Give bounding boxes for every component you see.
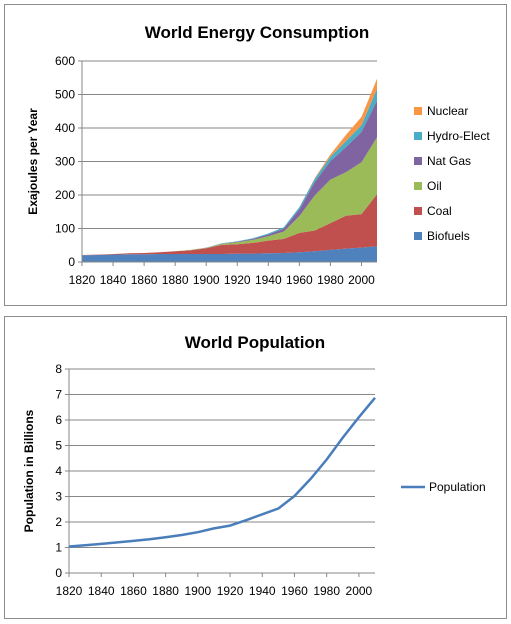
x-tick-label: 1820	[69, 273, 96, 287]
x-tick-label: 1900	[193, 273, 220, 287]
legend-label: Oil	[427, 179, 442, 193]
y-axis-label: Exajoules per Year	[26, 108, 40, 215]
y-tick-label: 400	[55, 121, 75, 135]
area-oil	[82, 137, 377, 255]
x-tick-label: 1960	[281, 584, 308, 598]
y-tick-label: 600	[55, 54, 75, 68]
legend-swatch	[414, 107, 422, 115]
x-tick-label: 1980	[317, 273, 344, 287]
population-chart: World Population Population in Billions 0 1…	[22, 333, 486, 598]
x-tick-label: 1880	[152, 584, 179, 598]
legend-label: Biofuels	[427, 229, 470, 243]
y-tick-label: 100	[55, 222, 75, 236]
y-tick-label: 0	[68, 255, 75, 269]
y-tick-label: 6	[55, 413, 62, 427]
x-tick-label: 1960	[286, 273, 313, 287]
energy-chart: World Energy Consumption Exajoules per Ye…	[26, 23, 490, 287]
energy-chart-panel: World Energy Consumption Exajoules per Ye…	[4, 4, 507, 306]
x-tick-label: 1840	[88, 584, 115, 598]
legend-label: Nat Gas	[427, 154, 471, 168]
legend-label: Nuclear	[427, 104, 468, 118]
x-tick-label: 1920	[217, 584, 244, 598]
chart-title: World Energy Consumption	[145, 23, 369, 42]
legend-swatch	[414, 157, 422, 165]
population-chart-panel: World Population Population in Billions 0 1…	[4, 316, 507, 619]
x-tick-label: 1980	[313, 584, 340, 598]
y-tick-label: 8	[55, 362, 62, 376]
legend-swatch	[414, 132, 422, 140]
x-tick-label: 1880	[162, 273, 189, 287]
x-tick-label: 1940	[249, 584, 276, 598]
legend-label: Coal	[427, 204, 452, 218]
legend-label: Population	[429, 480, 486, 494]
x-tick-label: 1860	[120, 584, 147, 598]
legend-swatch	[414, 207, 422, 215]
y-tick-label: 4	[55, 464, 62, 478]
area-coal	[82, 194, 377, 256]
legend-swatch	[414, 232, 422, 240]
x-tick-label: 1920	[224, 273, 251, 287]
area-biofuels	[82, 246, 377, 262]
y-tick-label: 500	[55, 88, 75, 102]
x-tick-label: 1860	[131, 273, 158, 287]
y-tick-label: 1	[55, 541, 62, 555]
y-tick-label: 7	[55, 388, 62, 402]
x-tick-label: 1840	[100, 273, 127, 287]
y-tick-label: 200	[55, 188, 75, 202]
x-tick-label: 1820	[56, 584, 83, 598]
population-line	[68, 397, 376, 548]
x-tick-label: 2000	[346, 584, 373, 598]
y-axis-label: Population in Billions	[22, 409, 36, 532]
y-tick-label: 3	[55, 490, 62, 504]
x-tick-label: 1940	[255, 273, 282, 287]
chart-title: World Population	[185, 333, 325, 352]
legend-swatch	[414, 182, 422, 190]
x-tick-label: 2000	[348, 273, 375, 287]
legend-label: Hydro-Elect	[427, 129, 490, 143]
y-tick-label: 300	[55, 155, 75, 169]
x-tick-label: 1900	[184, 584, 211, 598]
y-tick-label: 2	[55, 515, 62, 529]
y-tick-label: 0	[55, 566, 62, 580]
y-tick-label: 5	[55, 439, 62, 453]
